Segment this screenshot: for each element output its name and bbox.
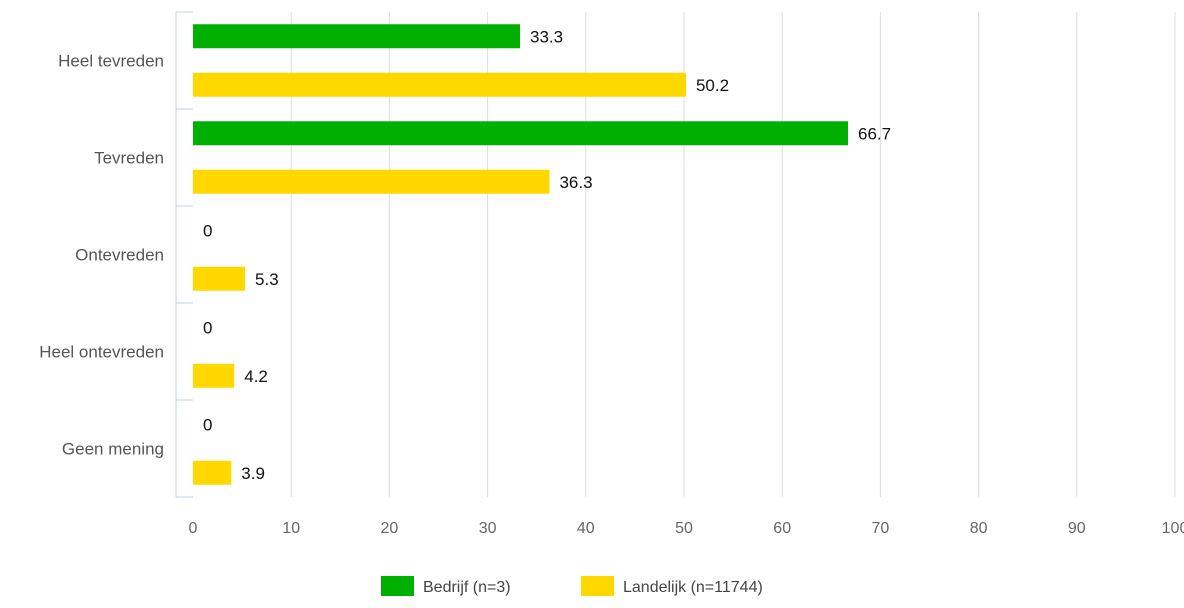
x-tick-label-40: 40 [577,520,595,537]
x-tick-label-100: 100 [1162,520,1184,537]
x-tick-label-0: 0 [189,520,198,537]
x-tick-label-70: 70 [872,520,890,537]
x-tick-label-30: 30 [479,520,497,537]
data-label-s1-c0: 50.2 [696,76,729,95]
data-label-s0-c0: 33.3 [530,27,563,46]
data-label-s1-c4: 3.9 [241,464,265,483]
x-tick-label-20: 20 [381,520,399,537]
data-label-s1-c3: 4.2 [244,367,268,386]
x-tick-label-60: 60 [773,520,791,537]
data-label-s0-c3: 0 [203,318,212,337]
legend-label-1: Landelijk (n=11744) [623,579,763,596]
legend-swatch-0 [381,576,414,596]
bar-s1-c2 [193,266,246,291]
category-label-2: Ontevreden [75,246,164,265]
data-label-s1-c2: 5.3 [255,270,279,289]
category-label-1: Tevreden [94,149,164,168]
bar-s1-c0 [193,72,686,97]
category-label-3: Heel ontevreden [39,343,164,362]
bar-s0-c0 [193,24,521,49]
bar-s1-c3 [193,363,235,388]
x-tick-label-50: 50 [675,520,693,537]
bar-s1-c4 [193,460,232,485]
data-label-s1-c1: 36.3 [559,173,592,192]
data-label-s0-c2: 0 [203,221,212,240]
category-label-0: Heel tevreden [58,52,164,71]
data-label-s0-c4: 0 [203,415,212,434]
bar-s1-c1 [193,169,550,194]
x-tick-label-90: 90 [1068,520,1086,537]
x-tick-label-80: 80 [970,520,988,537]
category-label-4: Geen mening [62,440,164,459]
legend-swatch-1 [581,576,614,596]
legend-label-0: Bedrijf (n=3) [423,579,511,596]
x-tick-label-10: 10 [282,520,300,537]
bar-s0-c1 [193,121,848,146]
data-label-s0-c1: 66.7 [858,124,891,143]
